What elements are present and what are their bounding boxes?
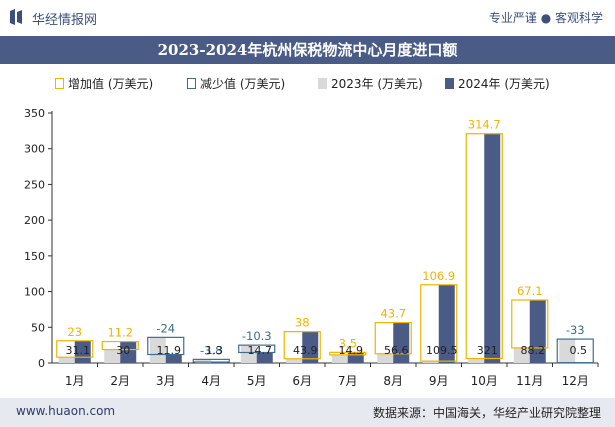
bar-2024 [165,354,182,363]
change-box-decrease [147,336,185,356]
change-label-increase: 106.9 [422,269,455,283]
data-label-2024: 88.2 [521,344,546,357]
y-tick-label: 250 [24,178,45,191]
x-tick-label: 5月 [247,374,267,388]
x-tick-label: 7月 [338,374,358,388]
change-label-increase: 3.5 [339,336,357,350]
legend-swatch-2023 [318,78,327,89]
x-tick-label: 8月 [383,374,403,388]
change-label-increase: 11.2 [107,326,133,340]
data-label-2024: 11.9 [157,344,182,357]
change-box-increase [329,351,367,356]
change-box-increase [101,340,139,351]
legend-label-increase: 增加值 (万美元) [68,77,154,91]
change-label-increase: 43.7 [380,307,406,321]
top-bar: 华经情报网 专业严谨 ● 客观科学 [0,0,615,36]
y-tick-label: 200 [24,214,45,227]
huajing-logo-icon [10,9,22,25]
y-tick-label: 0 [38,357,45,370]
y-tick-label: 50 [31,321,45,334]
bar-2024 [256,352,273,363]
x-tick-label: 4月 [201,374,221,388]
title-bar [0,36,615,64]
change-label-decrease: -24 [156,321,175,335]
data-source: 数据来源：中国海关，华经产业研究院整理 [372,406,601,420]
change-label-increase: 38 [295,316,310,330]
bar-2023 [286,358,303,363]
change-box-increase [511,299,549,349]
y-tick-label: 100 [24,286,45,299]
slogan: 专业严谨 ● 客观科学 [488,11,603,25]
bar-2023 [58,357,75,363]
y-tick-label: 150 [24,250,45,263]
chart-title: 2023-2024年杭州保税物流中心月度进口额 [157,41,458,59]
change-label-decrease: -10.3 [242,329,272,343]
change-box-increase [374,321,412,355]
bar-2024 [484,133,501,363]
legend-swatch-2024 [445,78,454,89]
bar-2024 [438,284,455,363]
change-box-decrease [556,338,594,364]
x-tick-label: 12月 [562,374,589,388]
change-box-decrease [238,344,276,354]
bar-2023 [559,339,576,363]
bar-2023 [149,337,166,363]
bar-2024 [302,331,319,363]
data-label-2024: 109.5 [426,344,458,357]
data-label-2024: 14.7 [248,344,273,357]
y-tick-label: 300 [24,143,45,156]
bar-2023 [104,349,121,363]
x-tick-label: 10月 [471,374,498,388]
bar-2023 [513,347,530,363]
bar-2023 [195,359,212,363]
data-label-2024: 321 [477,344,498,357]
data-label-2024: 1.3 [206,344,224,357]
legend-swatch-increase [55,78,64,89]
x-tick-label: 11月 [516,374,543,388]
bar-2023 [331,354,348,363]
bar-2023 [240,345,257,363]
legend-swatch-decrease [187,78,196,89]
x-tick-label: 1月 [65,374,85,388]
y-tick-label: 350 [24,107,45,120]
data-label-2024: 30 [116,344,130,357]
bar-2024 [347,352,364,363]
x-tick-label: 6月 [292,374,312,388]
data-label-2024: 31.1 [66,344,91,357]
change-box-increase [420,284,458,362]
bar-2023 [422,361,439,363]
chart-legend: 增加值 (万美元) 减少值 (万美元) 2023年 (万美元) 2024年 (万… [0,73,615,95]
bar-2024 [393,322,410,363]
bar-2024 [529,300,546,363]
legend-label-2024: 2024年 (万美元) [458,77,550,91]
change-label-increase: 23 [67,325,82,339]
bar-2023 [468,358,485,363]
footer-bar [0,398,615,427]
change-box-increase [465,133,503,360]
x-tick-label: 3月 [156,374,176,388]
change-label-decrease: -33 [566,323,585,337]
bar-2024 [120,341,137,363]
change-box-decrease [192,358,230,363]
change-label-increase: 67.1 [517,284,543,298]
change-box-increase [56,340,94,358]
x-tick-label: 9月 [429,374,449,388]
bar-2023 [377,353,394,363]
website-url[interactable]: www.huaon.com [16,404,116,418]
change-label-increase: 314.7 [468,118,501,132]
brand-name: 华经情报网 [32,13,98,28]
legend-label-2023: 2023年 (万美元) [331,77,423,91]
legend-label-decrease: 减少值 (万美元) [200,77,286,91]
change-label-decrease: -3.8 [200,343,222,357]
data-label-2024: 43.9 [293,344,318,357]
x-tick-label: 2月 [110,374,130,388]
change-box-increase [283,331,321,360]
data-label-2024: 14.9 [339,344,364,357]
data-label-2024: 56.6 [384,344,409,357]
data-label-2024: 0.5 [570,344,588,357]
